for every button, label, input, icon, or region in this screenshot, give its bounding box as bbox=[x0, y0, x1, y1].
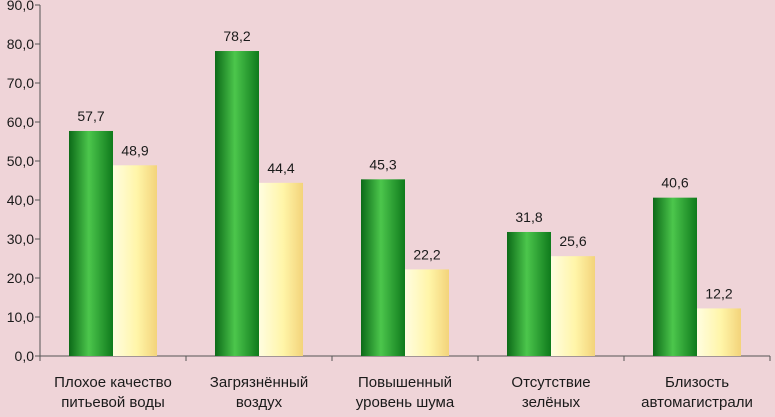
category-label: уровень шума bbox=[356, 394, 455, 411]
data-label: 12,2 bbox=[705, 285, 732, 301]
y-tick-label: 50,0 bbox=[7, 153, 34, 169]
category-label: Повышенный bbox=[358, 374, 452, 391]
data-label: 78,2 bbox=[223, 28, 250, 44]
category-label: Плохое качество bbox=[54, 374, 172, 391]
data-label: 40,6 bbox=[661, 175, 688, 191]
data-label: 57,7 bbox=[77, 108, 104, 124]
bar-series-1 bbox=[69, 130, 113, 356]
bar-series-2 bbox=[113, 165, 157, 356]
y-tick-label: 70,0 bbox=[7, 75, 34, 91]
data-label: 31,8 bbox=[515, 209, 542, 225]
category-label: Отсутствие bbox=[511, 374, 590, 391]
y-tick-label: 0,0 bbox=[15, 348, 35, 364]
data-label: 48,9 bbox=[121, 142, 148, 158]
bar-series-2 bbox=[405, 269, 449, 356]
data-label: 22,2 bbox=[413, 246, 440, 262]
y-tick-label: 10,0 bbox=[7, 309, 34, 325]
y-tick-label: 30,0 bbox=[7, 231, 34, 247]
category-label: зелёных bbox=[522, 394, 581, 411]
bar-series-1 bbox=[653, 197, 697, 356]
data-label: 44,4 bbox=[267, 160, 294, 176]
category-label: Загрязнённый bbox=[210, 374, 308, 391]
y-tick-label: 20,0 bbox=[7, 270, 34, 286]
bar-series-1 bbox=[215, 51, 259, 357]
bar-series-2 bbox=[697, 308, 741, 356]
category-label: воздух bbox=[236, 394, 283, 411]
bar-series-2 bbox=[259, 182, 303, 356]
bar-series-2 bbox=[551, 256, 595, 356]
y-tick-label: 80,0 bbox=[7, 36, 34, 52]
data-label: 25,6 bbox=[559, 233, 586, 249]
bar-series-1 bbox=[507, 231, 551, 356]
category-label: Близость bbox=[665, 374, 729, 391]
y-tick-label: 40,0 bbox=[7, 192, 34, 208]
data-label: 45,3 bbox=[369, 156, 396, 172]
category-label: автомагистрали bbox=[641, 394, 753, 411]
category-label: питьевой воды bbox=[61, 394, 165, 411]
y-tick-label: 90,0 bbox=[7, 0, 34, 13]
y-tick-label: 60,0 bbox=[7, 114, 34, 130]
bar-series-1 bbox=[361, 179, 405, 356]
